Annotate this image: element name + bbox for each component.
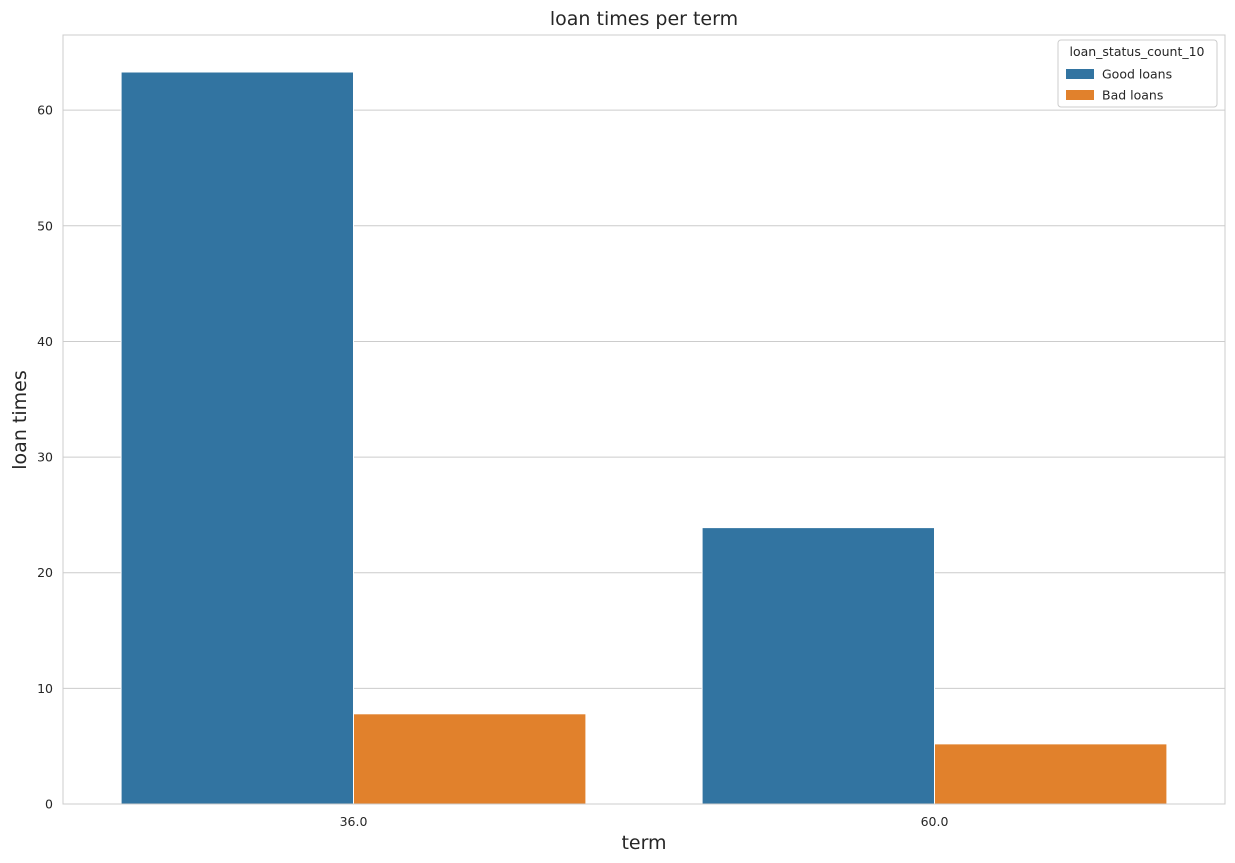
bar-good-loans-1 xyxy=(701,527,935,805)
legend-label: Bad loans xyxy=(1102,88,1163,103)
x-tick-label: 36.0 xyxy=(340,814,368,829)
legend-swatch xyxy=(1066,90,1094,100)
y-tick-label: 30 xyxy=(37,450,53,465)
y-tick-label: 0 xyxy=(45,797,53,812)
legend-title: loan_status_count_10 xyxy=(1069,44,1204,59)
legend-box xyxy=(1057,39,1218,108)
chart-title: loan times per term xyxy=(550,8,738,30)
legend-swatch xyxy=(1066,69,1094,79)
y-axis-title: loan times xyxy=(9,370,31,469)
legend: loan_status_count_10 Good loans Bad loans xyxy=(1057,39,1218,108)
y-tick-label: 40 xyxy=(37,334,53,349)
y-tick-label: 20 xyxy=(37,565,53,580)
bar-bad-loans-1 xyxy=(934,743,1168,805)
x-tick-label: 60.0 xyxy=(921,814,949,829)
bars xyxy=(120,71,1168,805)
x-axis-ticks: 36.0 60.0 xyxy=(340,814,949,829)
y-tick-label: 10 xyxy=(37,681,53,696)
bar-good-loans-0 xyxy=(120,71,354,805)
legend-label: Good loans xyxy=(1102,67,1172,82)
plot-frame xyxy=(62,34,1226,805)
y-tick-label: 50 xyxy=(37,218,53,233)
y-axis-ticks: 0 10 20 30 40 50 60 xyxy=(37,103,53,812)
y-tick-label: 60 xyxy=(37,103,53,118)
legend-items: Good loans Bad loans xyxy=(1066,67,1172,103)
bar-bad-loans-0 xyxy=(353,713,587,805)
x-axis-title: term xyxy=(621,832,666,854)
